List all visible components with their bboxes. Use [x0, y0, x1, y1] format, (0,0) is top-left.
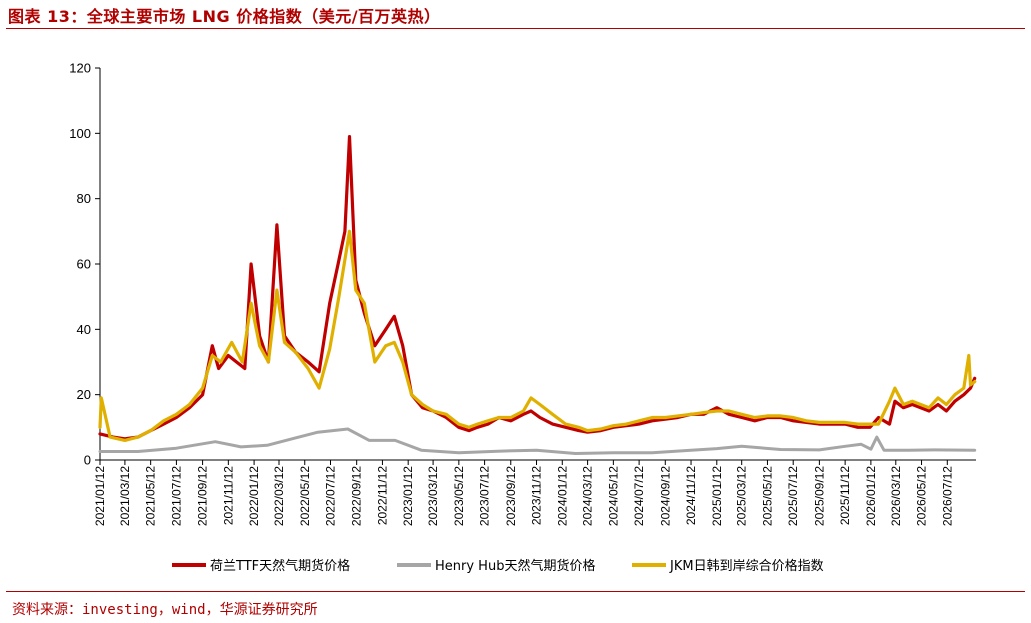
- legend-label-jkm: JKM日韩到岸综合价格指数: [669, 558, 824, 574]
- y-tick-label: 60: [77, 257, 91, 272]
- series-layer: [98, 135, 977, 455]
- x-tick-label: 2023/01/12: [401, 466, 415, 526]
- x-tick-label: 2025/09/12: [812, 466, 826, 526]
- x-tick-label: 2024/07/12: [632, 466, 646, 526]
- legend-label-henry: Henry Hub天然气期货价格: [435, 558, 595, 574]
- x-tick-label: 2025/03/12: [735, 466, 749, 526]
- y-tick-label: 120: [69, 61, 91, 76]
- series-line-jkm: [98, 229, 977, 442]
- series-line-ttf: [98, 135, 977, 441]
- chart-title: 图表 13：全球主要市场 LNG 价格指数（美元/百万英热）: [8, 7, 441, 26]
- x-tick-label: 2022/09/12: [350, 466, 364, 526]
- x-tick-label: 2023/11/12: [530, 466, 544, 525]
- x-tick-label: 2021/03/12: [118, 466, 132, 526]
- x-tick-label: 2025/01/12: [710, 466, 724, 526]
- x-tick-label: 2022/07/12: [324, 466, 338, 526]
- series-line-henry: [98, 427, 977, 455]
- x-tick-label: 2022/05/12: [298, 466, 312, 526]
- source-note: 资料来源：investing，wind，华源证券研究所: [12, 602, 318, 618]
- chart-legend: 荷兰TTF天然气期货价格 Henry Hub天然气期货价格 JKM日韩到岸综合价格指…: [172, 558, 824, 574]
- x-tick-label: 2026/03/12: [889, 466, 903, 526]
- x-tick-label: 2026/01/12: [864, 466, 878, 526]
- x-tick-label: 2025/05/12: [760, 466, 774, 526]
- x-tick-label: 2024/09/12: [658, 466, 672, 526]
- x-tick-label: 2024/01/12: [555, 466, 569, 526]
- x-tick-label: 2022/01/12: [247, 466, 261, 526]
- y-tick-label: 0: [84, 453, 91, 468]
- title-divider: [6, 28, 1025, 29]
- x-tick-label: 2025/11/12: [838, 466, 852, 525]
- y-axis: 0 20 40 60 80 100 120: [69, 61, 101, 468]
- x-tick-label: 2021/01/12: [93, 466, 107, 526]
- x-tick-label: 2025/07/12: [786, 466, 800, 526]
- x-tick-label: 2021/07/12: [169, 466, 183, 526]
- footer-divider: [6, 591, 1025, 592]
- x-tick-label: 2024/05/12: [606, 466, 620, 526]
- x-tick-label: 2021/11/12: [221, 466, 235, 525]
- x-tick-label: 2023/05/12: [452, 466, 466, 526]
- y-tick-label: 100: [69, 126, 91, 141]
- x-axis: 2021/01/12 2021/03/12 2021/05/12 2021/07/12…: [93, 459, 976, 526]
- legend-label-ttf: 荷兰TTF天然气期货价格: [210, 558, 350, 574]
- x-tick-label: 2024/11/12: [684, 466, 698, 525]
- x-tick-label: 2024/03/12: [581, 466, 595, 526]
- x-tick-label: 2022/03/12: [272, 466, 286, 526]
- y-tick-label: 20: [77, 387, 91, 402]
- y-tick-label: 80: [77, 191, 91, 206]
- x-tick-label: 2026/07/12: [940, 466, 954, 526]
- x-tick-label: 2026/05/12: [915, 466, 929, 526]
- x-tick-label: 2023/03/12: [426, 466, 440, 526]
- x-tick-label: 2021/09/12: [196, 466, 210, 526]
- y-tick-label: 40: [77, 322, 91, 337]
- x-tick-label: 2022/11/12: [375, 466, 389, 525]
- x-tick-label: 2021/05/12: [144, 466, 158, 526]
- x-tick-label: 2023/09/12: [504, 466, 518, 526]
- x-tick-label: 2023/07/12: [478, 466, 492, 526]
